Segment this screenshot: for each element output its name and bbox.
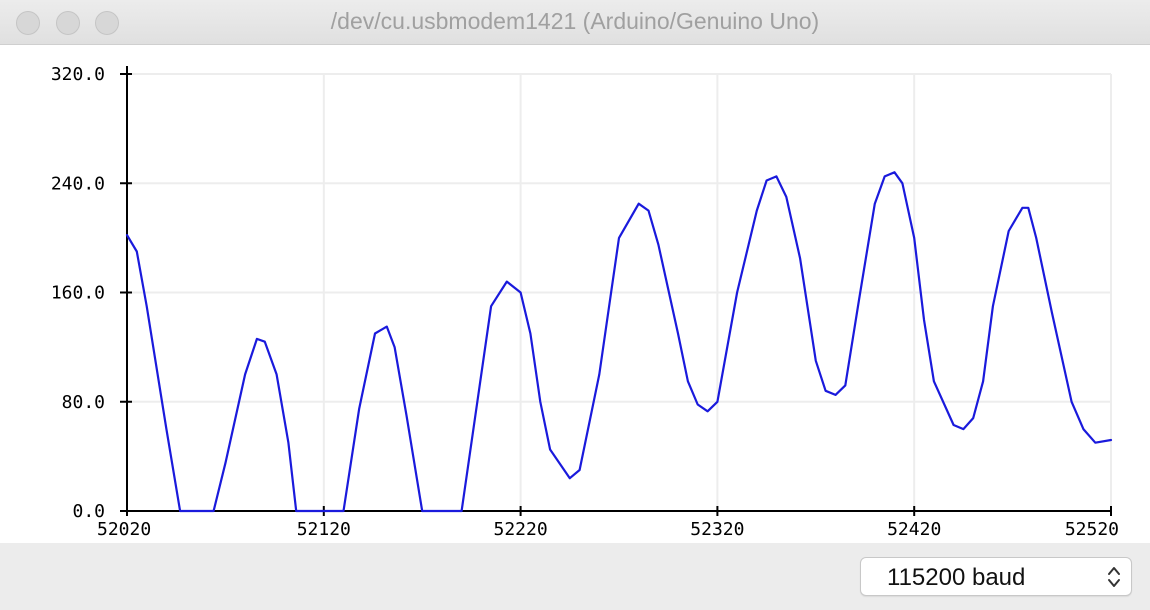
x-tick-label: 52120 bbox=[297, 519, 351, 540]
plot-area: 52020 52120 52220 52320 52420 52520 0.0 80.0 160… bbox=[0, 45, 1150, 543]
x-tick-label: 52520 bbox=[1065, 519, 1119, 540]
x-tick-label: 52320 bbox=[690, 519, 744, 540]
window-title: /dev/cu.usbmodem1421 (Arduino/Genuino Un… bbox=[330, 8, 820, 34]
x-tick-label: 52020 bbox=[97, 519, 151, 540]
serial-plot: 52020 52120 52220 52320 52420 52520 0.0 80.0 160… bbox=[51, 64, 1119, 540]
y-tick-label: 0.0 bbox=[72, 501, 105, 522]
bottom-bar: 115200 baud bbox=[0, 543, 1150, 610]
x-tick-label: 52220 bbox=[494, 519, 548, 540]
up-down-chevron-icon bbox=[1108, 567, 1120, 587]
y-tick-label: 80.0 bbox=[62, 392, 105, 413]
y-tick-label: 320.0 bbox=[51, 64, 105, 85]
close-window-button[interactable] bbox=[16, 11, 40, 35]
y-tick-label: 160.0 bbox=[51, 283, 105, 304]
x-tick-label: 52420 bbox=[887, 519, 941, 540]
series-line bbox=[125, 171, 1113, 513]
minimize-window-button[interactable] bbox=[56, 11, 80, 35]
baud-rate-value: 115200 baud bbox=[887, 564, 1026, 591]
baud-rate-select[interactable]: 115200 baud bbox=[860, 557, 1132, 596]
zoom-window-button[interactable] bbox=[95, 11, 119, 35]
title-bar: /dev/cu.usbmodem1421 (Arduino/Genuino Un… bbox=[0, 0, 1150, 45]
y-tick-label: 240.0 bbox=[51, 173, 105, 194]
